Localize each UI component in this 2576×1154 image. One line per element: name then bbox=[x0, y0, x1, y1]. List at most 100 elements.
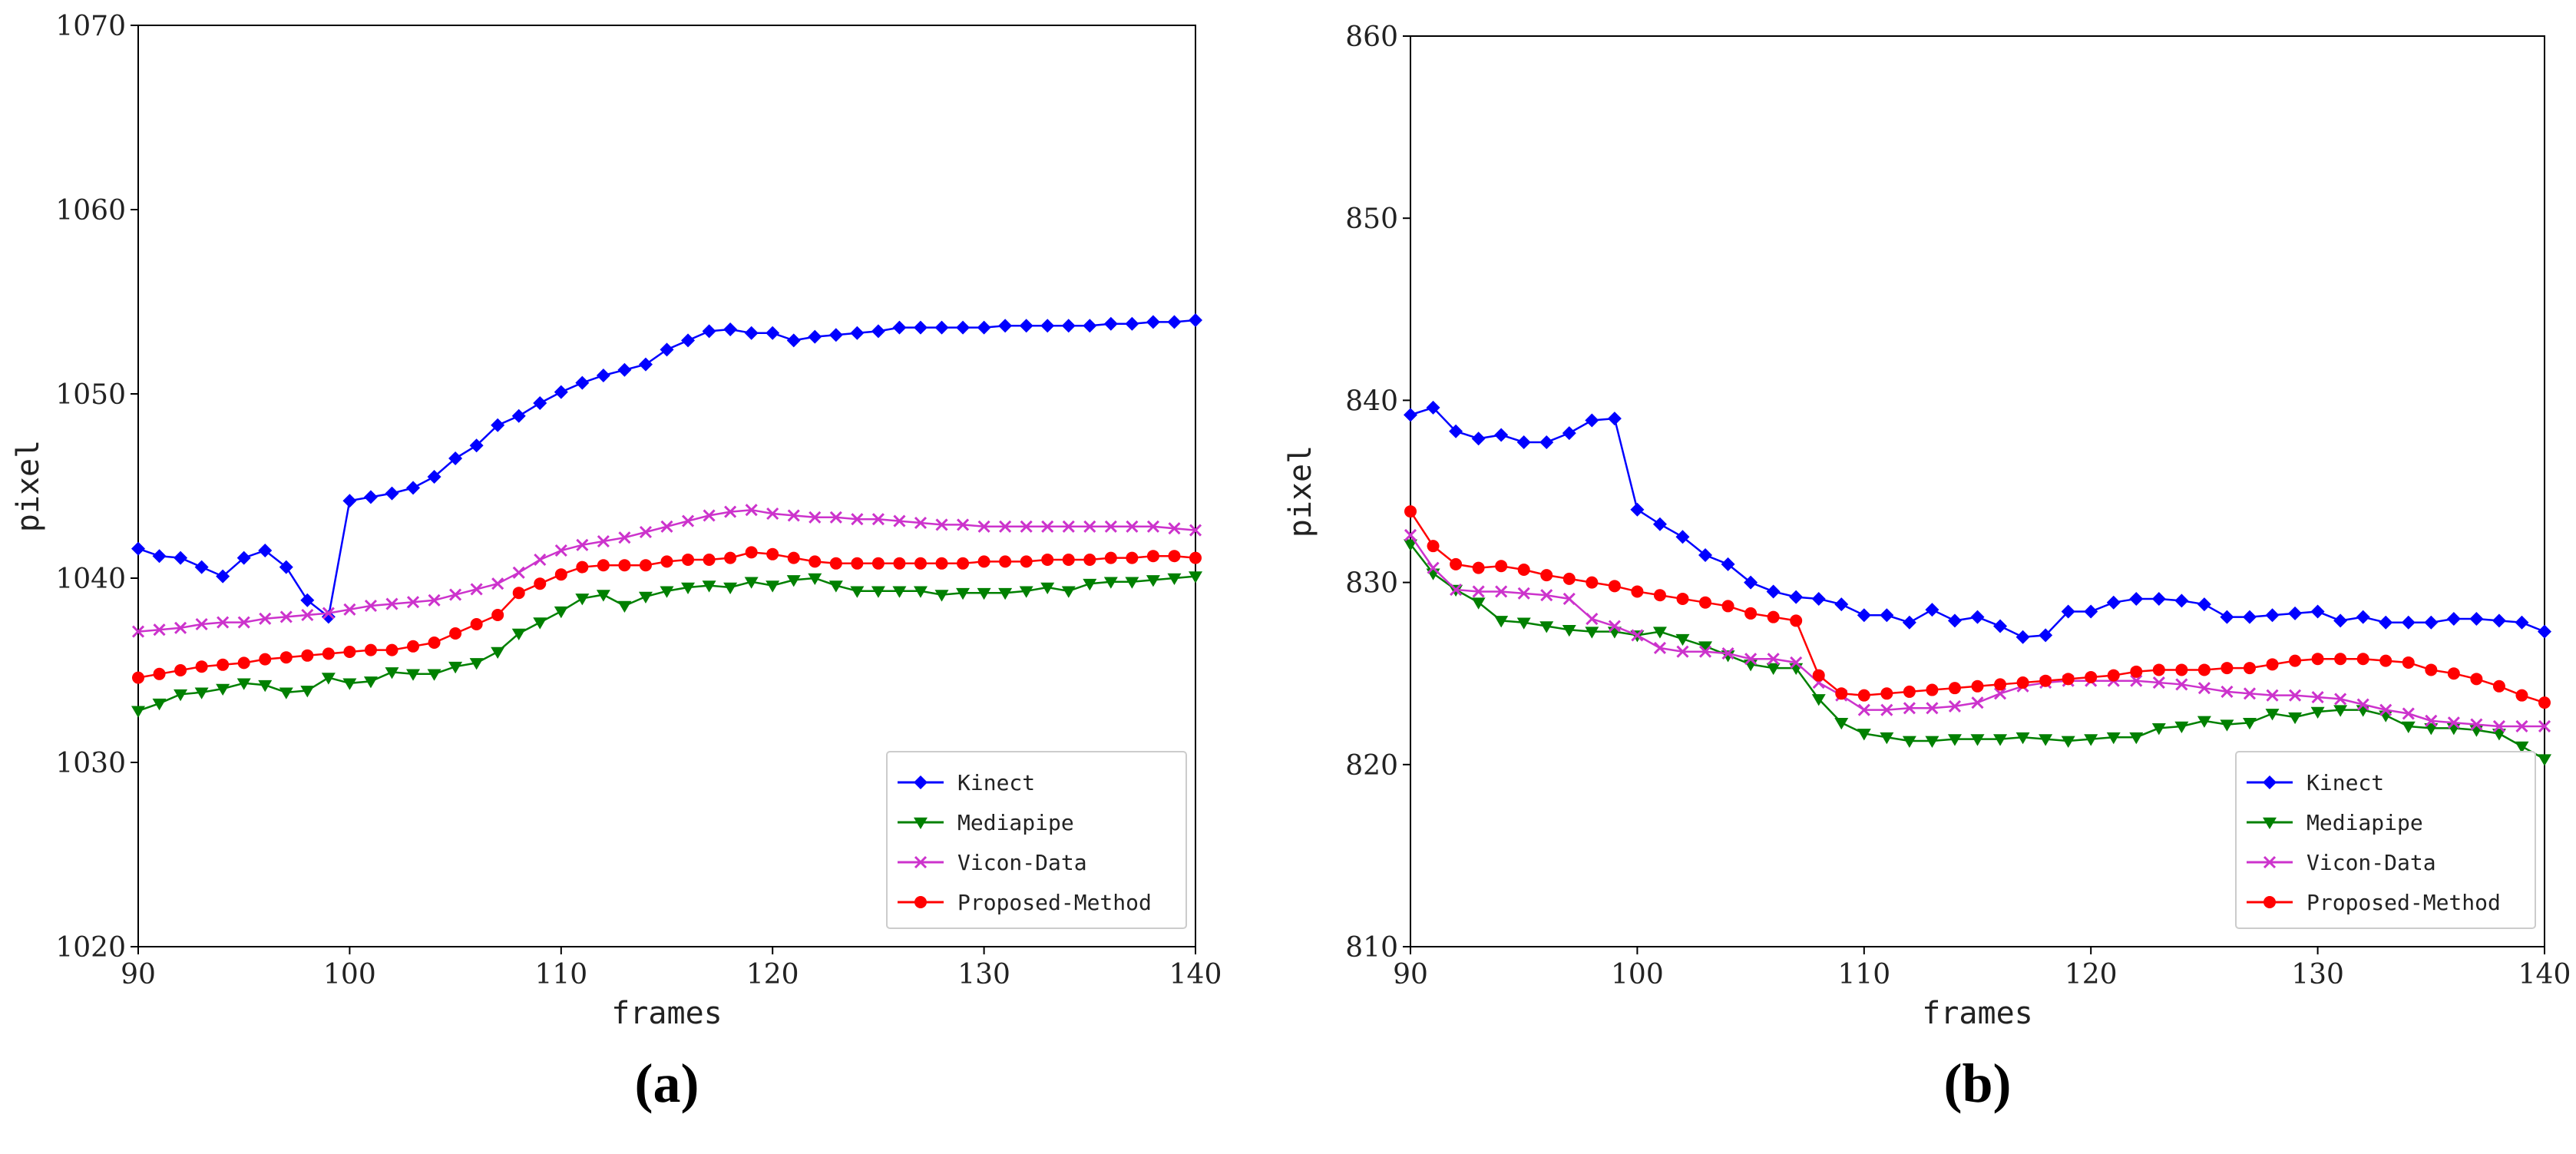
series-mediapipe-point bbox=[681, 582, 696, 594]
series-vicon-data-point bbox=[1608, 620, 1621, 633]
series-proposed-method-point bbox=[2538, 696, 2551, 709]
series-vicon-data-point bbox=[1562, 592, 1576, 606]
series-kinect-point bbox=[681, 333, 696, 348]
series-proposed-method-point bbox=[977, 555, 990, 568]
series-mediapipe-point bbox=[1494, 616, 1509, 628]
series-proposed-method-point bbox=[2334, 653, 2347, 666]
series-mediapipe-point bbox=[617, 600, 632, 613]
series-vicon-data-point bbox=[1586, 612, 1599, 626]
series-proposed-method-point bbox=[2289, 654, 2302, 667]
series-vicon-data-point bbox=[554, 544, 567, 557]
series-kinect-point bbox=[1902, 615, 1916, 630]
series-kinect-point bbox=[1426, 400, 1440, 415]
series-kinect-point bbox=[1019, 319, 1033, 333]
series-kinect-point bbox=[892, 320, 907, 335]
legend-kinect-label: Kinect bbox=[2306, 770, 2384, 795]
series-mediapipe-point bbox=[448, 661, 463, 674]
series-vicon-data-point bbox=[1041, 520, 1054, 533]
series-kinect-point bbox=[342, 494, 357, 508]
series-mediapipe-point bbox=[427, 669, 441, 681]
series-vicon-data-point bbox=[1721, 647, 1734, 660]
legend-mediapipe-marker bbox=[914, 817, 928, 829]
chart-b-background bbox=[1288, 0, 2576, 1154]
series-mediapipe-point bbox=[2106, 732, 2121, 745]
series-mediapipe-point bbox=[2061, 736, 2075, 748]
x-tick-label: 110 bbox=[1837, 959, 1890, 990]
series-kinect-point bbox=[1539, 435, 1554, 449]
series-mediapipe-point bbox=[977, 587, 991, 600]
series-kinect-point bbox=[1083, 319, 1097, 333]
series-kinect-point bbox=[1167, 315, 1182, 329]
chart-a-background bbox=[0, 0, 1288, 1154]
series-proposed-method-point bbox=[2266, 658, 2279, 671]
series-vicon-data-point bbox=[428, 594, 441, 607]
series-proposed-method-point bbox=[724, 551, 737, 564]
series-vicon-data-point bbox=[2221, 685, 2234, 698]
series-mediapipe-point bbox=[2310, 706, 2325, 719]
series-proposed-method-point bbox=[2085, 670, 2098, 683]
series-proposed-method-point bbox=[914, 557, 927, 570]
series-proposed-method-point bbox=[2243, 662, 2256, 675]
series-proposed-method-point bbox=[470, 618, 483, 630]
series-vicon-data-point bbox=[174, 621, 187, 634]
series-kinect-point bbox=[1630, 502, 1645, 517]
series-vicon-data-point bbox=[1083, 520, 1096, 533]
series-vicon-data-point bbox=[1472, 585, 1485, 598]
series-kinect-point bbox=[2401, 615, 2416, 630]
series-proposed-method-point bbox=[132, 671, 144, 684]
series-proposed-method-point bbox=[1404, 505, 1417, 518]
series-kinect-point bbox=[1404, 408, 1417, 422]
series-proposed-method-point bbox=[301, 649, 314, 662]
series-mediapipe-point bbox=[2039, 734, 2053, 746]
legend-vicon-data-marker bbox=[914, 855, 928, 869]
legend-proposed-method-marker bbox=[2264, 896, 2276, 908]
series-kinect-point bbox=[1562, 426, 1576, 441]
series-mediapipe-point bbox=[638, 591, 653, 603]
y-tick-label: 840 bbox=[1345, 385, 1398, 417]
chart-a-legend: Kinect Mediapipe Vicon-Data Proposed-Method bbox=[886, 751, 1187, 929]
series-mediapipe-point bbox=[1993, 734, 2008, 746]
series-proposed-method-point bbox=[2379, 654, 2392, 667]
series-vicon-data-point bbox=[809, 511, 822, 524]
series-kinect-point bbox=[300, 593, 315, 607]
series-mediapipe-point bbox=[342, 678, 357, 690]
series-mediapipe-point bbox=[554, 606, 568, 619]
series-kinect-point bbox=[1721, 557, 1735, 571]
x-tick-label: 140 bbox=[1169, 959, 1222, 990]
series-vicon-data-point bbox=[1903, 702, 1916, 715]
series-mediapipe-point bbox=[1947, 734, 1962, 746]
series-kinect-point bbox=[194, 560, 209, 574]
x-tick-label: 100 bbox=[323, 959, 376, 990]
series-vicon-data-point bbox=[2538, 719, 2551, 733]
series-vicon-data-point bbox=[491, 577, 504, 590]
series-kinect-point bbox=[491, 418, 505, 432]
series-mediapipe-point bbox=[660, 586, 674, 598]
series-kinect-point bbox=[2106, 595, 2121, 610]
series-kinect-point bbox=[977, 320, 991, 335]
series-kinect-point bbox=[723, 322, 738, 336]
series-vicon-data-point bbox=[406, 596, 420, 609]
series-vicon-data-point bbox=[893, 514, 906, 527]
series-vicon-data-point bbox=[2402, 707, 2415, 720]
series-proposed-method-point bbox=[1427, 540, 1440, 553]
series-kinect-point bbox=[2288, 606, 2303, 620]
series-proposed-method-point bbox=[787, 551, 800, 564]
legend-box bbox=[2235, 751, 2536, 929]
series-vicon-data-point bbox=[829, 511, 842, 524]
series-vicon-data-point bbox=[2130, 674, 2143, 687]
series-vicon-data-point bbox=[153, 623, 166, 637]
series-kinect-point bbox=[1040, 319, 1055, 333]
series-kinect-point bbox=[2129, 591, 2144, 606]
series-vicon-data-point bbox=[385, 597, 398, 610]
series-vicon-data-point bbox=[851, 513, 864, 526]
series-mediapipe-point bbox=[766, 580, 780, 593]
y-tick-label: 1050 bbox=[55, 379, 126, 411]
series-mediapipe-point bbox=[1698, 641, 1713, 653]
series-proposed-method-point bbox=[2402, 656, 2415, 669]
series-kinect-point bbox=[2084, 604, 2098, 619]
series-proposed-method-point bbox=[259, 653, 272, 666]
series-vicon-data-point bbox=[512, 566, 525, 579]
series-kinect-point bbox=[1125, 316, 1139, 331]
chart-b-series bbox=[1404, 400, 2551, 766]
series-vicon-data-point bbox=[217, 616, 230, 629]
